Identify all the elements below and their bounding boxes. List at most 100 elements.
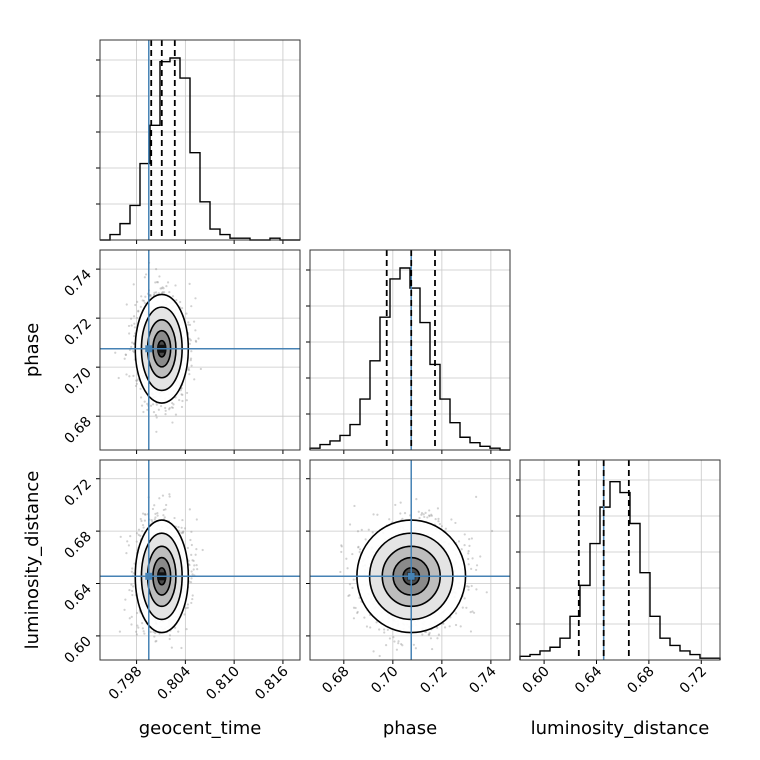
sample-point xyxy=(360,528,363,532)
sample-point xyxy=(479,555,482,558)
sample-point xyxy=(469,611,472,614)
sample-point xyxy=(358,550,361,554)
sample-point xyxy=(403,512,407,515)
sample-point xyxy=(180,531,183,534)
sample-point xyxy=(189,359,192,362)
sample-point xyxy=(395,648,398,651)
sample-point xyxy=(340,544,343,547)
sample-point xyxy=(180,646,183,650)
sample-point xyxy=(164,508,167,511)
sample-point xyxy=(173,516,176,520)
sample-point xyxy=(463,533,466,536)
sample-point xyxy=(135,316,139,320)
sample-point xyxy=(363,616,366,619)
sample-point xyxy=(428,514,431,518)
sample-point xyxy=(153,635,156,638)
sample-point xyxy=(146,408,149,411)
sample-point xyxy=(423,515,426,519)
sample-point xyxy=(130,345,133,349)
sample-point xyxy=(194,297,197,300)
sample-point xyxy=(421,633,424,636)
sample-point xyxy=(144,273,148,276)
sample-point xyxy=(401,517,404,521)
sample-point xyxy=(142,410,145,414)
sample-point xyxy=(187,369,191,372)
sample-point xyxy=(372,513,375,516)
histogram-step-phase xyxy=(309,267,510,451)
sample-point xyxy=(442,622,445,625)
sample-point xyxy=(152,630,155,633)
sample-point xyxy=(490,529,494,533)
sample-point xyxy=(348,523,352,526)
sample-point xyxy=(191,594,194,597)
sample-point xyxy=(166,281,170,284)
sample-point xyxy=(117,376,120,380)
sample-point xyxy=(144,295,147,298)
sample-point xyxy=(163,291,166,294)
sample-point xyxy=(417,510,420,513)
sample-point xyxy=(177,630,180,633)
sample-point xyxy=(162,287,165,290)
sample-point xyxy=(190,553,193,556)
sample-point xyxy=(376,513,379,516)
sample-point xyxy=(428,509,431,512)
sample-point xyxy=(383,631,386,634)
sample-point xyxy=(460,548,463,551)
sample-point xyxy=(130,324,133,327)
sample-point xyxy=(351,552,354,556)
sample-point xyxy=(188,342,191,345)
sample-point xyxy=(384,644,388,647)
sample-point xyxy=(154,413,158,417)
sample-point xyxy=(181,532,184,535)
sample-point xyxy=(454,623,458,627)
sample-point xyxy=(351,586,354,590)
sample-point xyxy=(485,591,488,594)
truth-marker xyxy=(145,345,153,353)
sample-point xyxy=(189,357,193,360)
sample-point xyxy=(154,640,157,643)
sample-point xyxy=(141,523,145,527)
sample-point xyxy=(190,530,193,533)
sample-point xyxy=(180,526,183,529)
sample-point xyxy=(468,544,471,547)
sample-point xyxy=(133,335,136,338)
panel-inner xyxy=(100,250,300,450)
sample-point xyxy=(127,324,131,328)
sample-point xyxy=(196,568,199,571)
sample-point xyxy=(132,342,136,346)
sample-point xyxy=(463,597,466,600)
sample-point xyxy=(357,546,360,549)
sample-point xyxy=(165,503,168,507)
sample-point xyxy=(194,553,197,556)
sample-point xyxy=(175,299,178,302)
sample-point xyxy=(427,514,431,517)
sample-point xyxy=(181,531,185,534)
sample-point xyxy=(154,516,157,519)
sample-point xyxy=(158,275,161,278)
sample-point xyxy=(124,353,127,356)
sample-point xyxy=(386,628,389,631)
sample-point xyxy=(475,564,479,567)
panels-layer: 0.798 0.804 0.810 0.816 0.68 0.70 0.72 0.74 0.60… xyxy=(61,39,721,703)
sample-point xyxy=(139,517,142,521)
sample-point xyxy=(383,628,386,631)
sample-point xyxy=(420,513,423,516)
sample-point xyxy=(465,606,468,609)
sample-point xyxy=(440,525,443,528)
sample-point xyxy=(412,643,415,646)
sample-point xyxy=(392,636,395,639)
sample-point xyxy=(179,300,182,304)
sample-point xyxy=(153,504,156,507)
sample-point xyxy=(190,350,193,353)
sample-point xyxy=(194,339,197,342)
sample-point xyxy=(139,396,143,399)
histogram-step-luminosity_distance xyxy=(519,480,721,660)
sample-point xyxy=(156,512,159,515)
sample-point xyxy=(134,384,138,388)
sample-point xyxy=(467,563,470,566)
sample-point xyxy=(140,404,144,407)
sample-point xyxy=(354,606,357,610)
sample-point xyxy=(378,654,381,658)
sample-point xyxy=(191,559,194,562)
sample-point xyxy=(132,374,135,377)
